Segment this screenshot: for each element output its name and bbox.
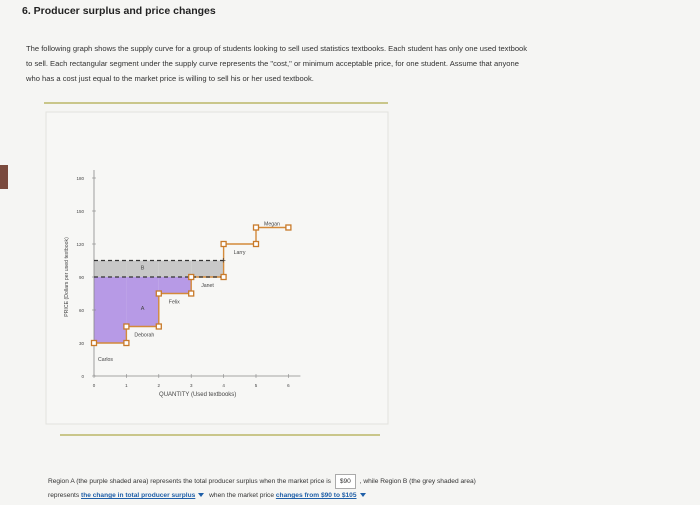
x-tick-label: 1: [125, 383, 128, 388]
seller-label: Carlos: [98, 357, 113, 363]
dropdown-surplus-type[interactable]: the change in total producer surplus: [81, 492, 196, 499]
point-marker: [285, 224, 292, 231]
question-paragraph: The following graph shows the supply cur…: [26, 41, 626, 86]
x-axis-label: QUANTITY (Used textbooks): [159, 392, 236, 398]
point-marker: [188, 273, 195, 281]
window-edge-strip: [0, 165, 8, 189]
region-b-label: B: [141, 265, 145, 271]
seller-label: Megan: [264, 222, 280, 228]
divider-bottom: [60, 434, 380, 436]
region-a-segment: [94, 277, 127, 343]
y-tick-label: 0: [81, 374, 84, 379]
paragraph-line-3: who has a cost just equal to the market …: [26, 74, 314, 83]
y-tick-label: 120: [76, 242, 84, 247]
x-tick-label: 4: [222, 383, 225, 388]
region-b-segment: [94, 260, 127, 277]
y-tick-label: 60: [79, 308, 85, 313]
region-b-segment: [191, 260, 224, 277]
y-tick-label: 90: [79, 275, 85, 280]
point-marker: [123, 339, 130, 347]
seller-label: Felix: [169, 300, 180, 306]
x-tick-label: 0: [93, 383, 96, 388]
plot-area: 0 30 60 90 120 150 180 0 1 2 3 4 5 6 QUANTITY (Used te…: [45, 111, 389, 425]
point-marker: [252, 240, 260, 248]
region-a-segment: [158, 277, 192, 294]
dropdown-price-change[interactable]: changes from $90 to $105: [275, 492, 357, 499]
point-marker: [220, 273, 227, 281]
paragraph-line-2: to sell. Each rectangular segment under …: [26, 59, 519, 68]
chevron-down-icon[interactable]: [198, 493, 205, 498]
region-a-segment: [126, 277, 159, 327]
chevron-down-icon[interactable]: [359, 493, 366, 498]
plus-marker: +: [189, 272, 194, 282]
divider-top: [44, 102, 388, 104]
help-icon[interactable]: ?: [365, 124, 383, 142]
x-tick-label: 3: [190, 383, 193, 388]
answer-text-4: when the market price: [209, 492, 275, 499]
y-axis-label: PRICE (Dollars per used textbook): [64, 237, 70, 317]
seller-label: Deborah: [134, 333, 154, 339]
answer-text-3: represents: [48, 492, 80, 499]
paragraph-line-1: The following graph shows the supply cur…: [26, 44, 528, 53]
y-tick-label: 180: [76, 176, 84, 181]
answer-text-2: , while Region B (the grey shaded area): [359, 478, 476, 485]
point-marker: [252, 224, 260, 231]
x-tick-label: 2: [158, 383, 161, 388]
seller-label: Larry: [234, 250, 246, 256]
x-tick-label: 6: [287, 383, 290, 388]
x-tick-label: 5: [255, 383, 258, 388]
y-tick-label: 30: [79, 341, 85, 346]
point-marker: [220, 240, 227, 248]
point-marker: [155, 323, 162, 330]
point-marker: [123, 323, 130, 330]
point-marker: [188, 290, 195, 297]
price-input[interactable]: $90: [334, 474, 356, 489]
region-b-segment: [158, 260, 192, 277]
answer-sentence: Region A (the purple shaded area) repres…: [48, 474, 688, 502]
supply-curve: [94, 226, 289, 344]
point-marker: [90, 339, 98, 347]
question-title: 6. Producer surplus and price changes: [22, 5, 216, 17]
region-b-segment: [126, 260, 159, 277]
y-tick-label: 150: [76, 209, 84, 214]
chart-panel: [45, 111, 389, 425]
point-marker: [155, 290, 162, 297]
region-a-label: A: [141, 306, 145, 312]
seller-label: Janet: [201, 283, 214, 289]
plus-marker: +: [221, 256, 226, 266]
answer-text-1: Region A (the purple shaded area) repres…: [48, 478, 331, 485]
